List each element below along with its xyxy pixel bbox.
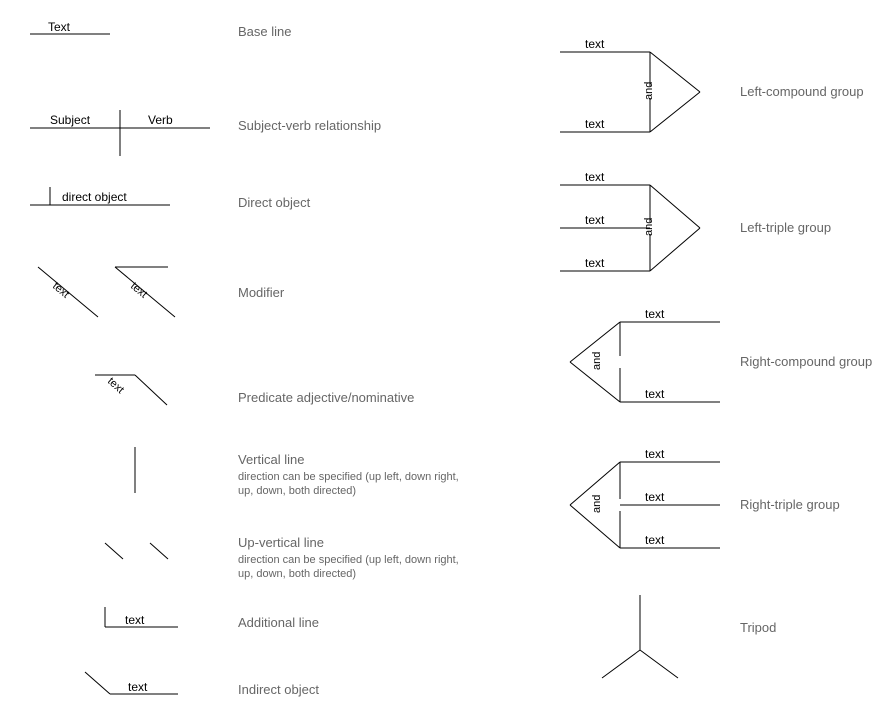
modifier: text text Modifier — [38, 267, 285, 317]
diagram-canvas: Text Base line Subject Verb Subject-verb rel… — [0, 0, 889, 724]
svg-text:Indirect object: Indirect object — [238, 682, 319, 697]
svg-text:direction can be specified (up: direction can be specified (up left, dow… — [238, 554, 459, 580]
svg-text:text: text — [645, 387, 665, 401]
svg-text:text: text — [645, 447, 665, 461]
base-line: Text Base line — [30, 20, 291, 39]
svg-text:Subject: Subject — [50, 113, 91, 127]
svg-text:Left-compound group: Left-compound group — [740, 84, 864, 99]
right-triple: text text text and Right-triple group — [570, 447, 840, 548]
svg-text:Vertical line: Vertical line — [238, 452, 304, 467]
up-vertical-line: Up-vertical line direction can be specifi… — [105, 535, 459, 580]
right-compound: text text and Right-compound group — [570, 307, 872, 402]
tripod: Tripod — [602, 595, 776, 678]
svg-text:Subject-verb relationship: Subject-verb relationship — [238, 118, 381, 133]
svg-text:text: text — [125, 613, 145, 627]
vertical-line: Vertical line direction can be specified … — [135, 447, 459, 497]
svg-text:and: and — [591, 352, 603, 370]
svg-text:Additional line: Additional line — [238, 615, 319, 630]
svg-text:Direct object: Direct object — [238, 195, 311, 210]
svg-text:and: and — [643, 218, 655, 236]
svg-text:Modifier: Modifier — [238, 285, 285, 300]
svg-text:Base line: Base line — [238, 24, 291, 39]
svg-text:Left-triple group: Left-triple group — [740, 220, 831, 235]
svg-text:text: text — [585, 170, 605, 184]
svg-text:text: text — [585, 213, 605, 227]
svg-text:text: text — [105, 375, 126, 396]
svg-text:and: and — [591, 495, 603, 513]
svg-text:Up-vertical line: Up-vertical line — [238, 535, 324, 550]
svg-text:text: text — [128, 680, 148, 694]
svg-text:text: text — [585, 117, 605, 131]
svg-text:Right-triple group: Right-triple group — [740, 497, 840, 512]
svg-text:text: text — [585, 37, 605, 51]
svg-text:direction can be specified (up: direction can be specified (up left, dow… — [238, 471, 459, 497]
subject-verb: Subject Verb Subject-verb relationship — [30, 110, 381, 156]
left-triple: text text text and Left-triple group — [560, 170, 831, 271]
direct-object: direct object Direct object — [30, 187, 311, 210]
svg-text:Text: Text — [48, 20, 71, 34]
svg-text:Tripod: Tripod — [740, 620, 776, 635]
svg-text:Predicate adjective/nominative: Predicate adjective/nominative — [238, 390, 414, 405]
svg-text:text: text — [128, 280, 149, 301]
predicate: text Predicate adjective/nominative — [95, 375, 414, 405]
indirect-object: text Indirect object — [85, 672, 319, 697]
svg-text:Verb: Verb — [148, 113, 173, 127]
svg-text:text: text — [585, 256, 605, 270]
svg-text:text: text — [50, 280, 71, 301]
left-compound: text text and Left-compound group — [560, 37, 864, 132]
svg-text:text: text — [645, 307, 665, 321]
svg-text:direct object: direct object — [62, 190, 127, 204]
additional-line: text Additional line — [105, 607, 319, 630]
svg-text:text: text — [645, 490, 665, 504]
svg-text:and: and — [643, 82, 655, 100]
svg-text:text: text — [645, 533, 665, 547]
svg-text:Right-compound group: Right-compound group — [740, 354, 872, 369]
